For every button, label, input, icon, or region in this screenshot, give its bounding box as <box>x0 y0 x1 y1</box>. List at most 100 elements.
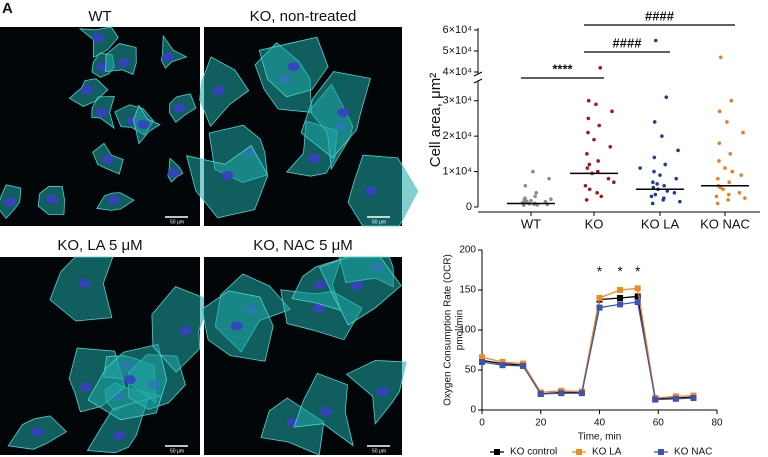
y-tick-label: 0 <box>466 201 472 213</box>
image-label: KO, LA 5 μM <box>57 237 142 254</box>
nucleus <box>80 382 93 392</box>
scale-bar-label: 50 μm <box>372 448 386 454</box>
series-line <box>481 295 694 400</box>
data-point <box>599 194 604 199</box>
y-tick-label: 4×10⁴ <box>442 66 472 78</box>
data-point <box>592 137 596 142</box>
data-point <box>721 187 725 192</box>
legend-label: KO NAC <box>674 447 712 457</box>
data-point <box>578 390 585 397</box>
data-point <box>479 359 485 365</box>
data-point <box>537 391 544 397</box>
cell <box>49 256 114 322</box>
nucleus <box>31 427 44 437</box>
image-label: KO, NAC 5 μM <box>253 237 353 254</box>
data-point <box>678 199 682 204</box>
data-point <box>634 285 641 292</box>
nucleus <box>287 62 300 72</box>
data-point <box>725 120 729 124</box>
data-point <box>717 159 721 163</box>
data-point <box>584 198 589 202</box>
nucleus <box>4 197 17 207</box>
axis-break <box>473 78 483 84</box>
data-point <box>634 299 641 305</box>
scale-bar-label: 50 μm <box>170 448 184 454</box>
data-point <box>587 162 592 167</box>
data-point <box>585 152 589 156</box>
micrograph: 50 μm <box>0 256 211 455</box>
data-point <box>650 201 655 206</box>
data-point <box>608 144 613 149</box>
image-label: KO, non-treated <box>250 8 357 25</box>
data-point <box>672 395 679 402</box>
data-point <box>672 191 677 195</box>
data-point <box>479 354 485 361</box>
y-tick-label: 2×10⁴ <box>442 130 472 142</box>
y-tick-label: 50 <box>465 365 477 376</box>
x-tick-label: 0 <box>479 418 485 429</box>
data-point <box>730 169 735 174</box>
significance-label: * <box>635 263 641 279</box>
data-point <box>499 359 506 365</box>
nucleus <box>179 326 192 336</box>
data-point <box>587 187 592 192</box>
series-line <box>481 287 694 399</box>
legend-label: KO control <box>510 447 557 457</box>
significance-label: * <box>597 263 603 279</box>
data-point <box>652 120 657 124</box>
data-point <box>597 123 602 128</box>
data-point <box>617 301 624 308</box>
data-point <box>520 363 527 369</box>
data-point <box>523 183 528 188</box>
data-point <box>727 180 731 184</box>
data-point <box>728 152 733 156</box>
data-point <box>531 169 535 174</box>
legend-marker <box>576 449 582 455</box>
nucleus <box>123 375 136 385</box>
scale-bar-label: 50 μm <box>170 219 184 225</box>
data-point <box>652 169 656 174</box>
micrograph: 50 μm <box>0 26 200 226</box>
data-point <box>718 185 723 190</box>
nucleus <box>81 85 94 95</box>
y-tick-label: 6×10⁴ <box>442 24 472 36</box>
data-point <box>653 38 658 43</box>
nucleus <box>107 195 120 205</box>
data-point <box>594 102 598 107</box>
image-label: WT <box>88 8 111 25</box>
data-point <box>726 198 730 202</box>
y-tick-label: 150 <box>459 285 476 296</box>
nucleus <box>320 407 333 417</box>
data-point <box>664 95 669 99</box>
data-point <box>651 180 655 184</box>
data-point <box>727 192 731 197</box>
data-point <box>662 196 666 200</box>
x-tick-label: KO <box>585 216 604 231</box>
data-point <box>663 162 668 167</box>
nucleus <box>308 154 321 164</box>
data-point <box>606 176 611 181</box>
nucleus <box>92 33 105 43</box>
data-point <box>586 116 591 121</box>
data-point <box>534 191 539 195</box>
x-tick-label: 80 <box>711 418 723 429</box>
data-point <box>665 189 670 193</box>
nucleus <box>45 194 58 204</box>
x-tick-label: 40 <box>594 418 606 429</box>
data-point <box>617 287 624 293</box>
data-point <box>715 201 720 206</box>
data-point <box>596 304 603 311</box>
micrograph: 50 μm <box>186 27 419 227</box>
data-point <box>662 183 666 188</box>
y-axis-title: pmol/min <box>455 310 466 351</box>
axis-break <box>473 71 483 77</box>
y-tick-label: 100 <box>459 325 476 336</box>
data-point <box>729 98 734 103</box>
cell <box>345 359 407 425</box>
y-tick-label: 0 <box>470 405 476 416</box>
nucleus <box>167 168 180 178</box>
y-tick-label: 5×10⁴ <box>442 45 472 57</box>
nucleus <box>137 120 150 130</box>
nucleus <box>173 103 186 113</box>
